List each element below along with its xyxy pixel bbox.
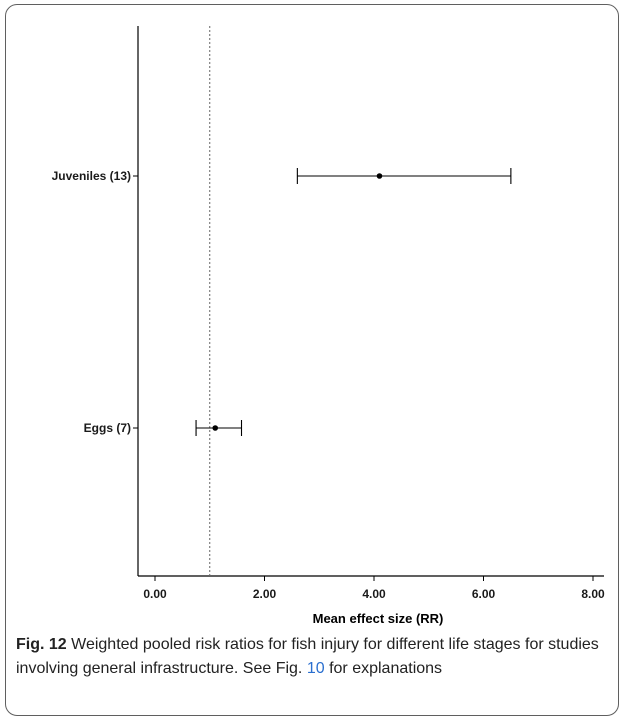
x-tick-label: 6.00 [472,587,496,601]
category-label: Eggs (7) [84,421,131,435]
figure-caption: Fig. 12 Weighted pooled risk ratios for … [16,633,606,681]
x-tick-label: 2.00 [253,587,277,601]
figure-reference-link[interactable]: 10 [306,660,325,677]
point-estimate [212,425,219,431]
category-label: Juveniles (13) [52,169,131,183]
forest-plot: 0.00 2.00 4.00 6.00 8.00 Mean effect size (RR… [52,26,605,626]
point-estimate [376,173,383,179]
figure-frame [5,4,619,716]
figure-label: Fig. 12 [16,636,67,653]
caption-text-end: for explanations [329,660,443,677]
x-tick-label: 4.00 [362,587,386,601]
x-tick-label: 0.00 [143,587,167,601]
x-tick-label: 8.00 [581,587,605,601]
caption-text: Weighted pooled risk ratios for fish inj… [16,636,599,677]
x-axis-title: Mean effect size (RR) [313,611,444,626]
